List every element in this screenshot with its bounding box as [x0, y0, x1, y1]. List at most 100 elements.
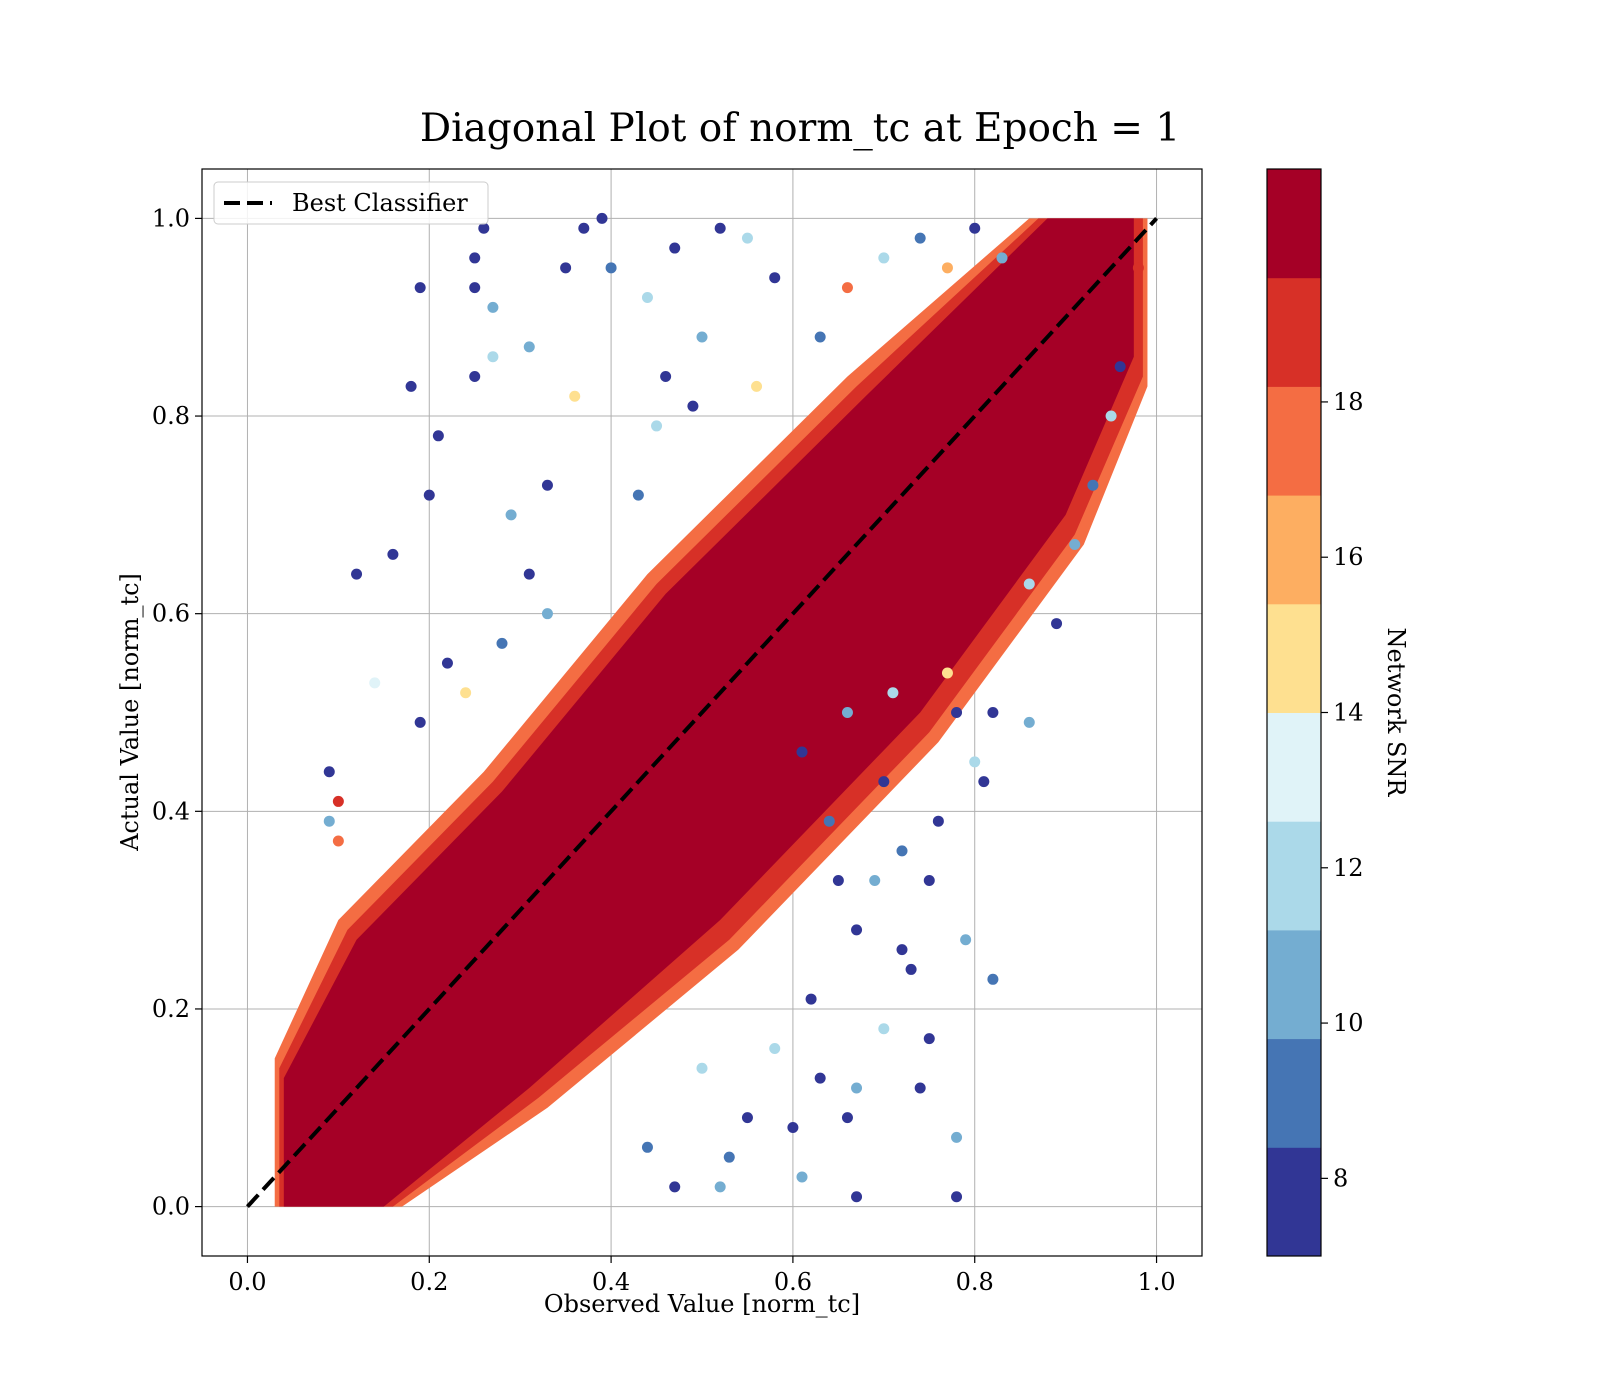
x-tick-label: 0.6 [774, 1268, 812, 1296]
scatter-point [1087, 479, 1099, 491]
scatter-point [878, 1023, 890, 1035]
scatter-point [896, 845, 908, 857]
scatter-point [541, 479, 553, 491]
x-tick-label: 1.0 [1137, 1268, 1175, 1296]
scatter-point [387, 548, 399, 560]
scatter-point [423, 489, 435, 501]
scatter-point [914, 232, 926, 244]
y-tick-label: 0.0 [152, 1193, 190, 1221]
scatter-point [951, 1191, 963, 1203]
scatter-point [914, 1082, 926, 1094]
scatter-point [887, 687, 899, 699]
scatter-point [814, 331, 826, 343]
scatter-point [951, 1131, 963, 1143]
scatter-point [460, 687, 472, 699]
scatter-point [723, 1151, 735, 1163]
scatter-point [905, 963, 917, 975]
scatter-point [414, 716, 426, 728]
scatter-point [469, 252, 481, 264]
scatter-point [641, 291, 653, 303]
scatter-point [805, 993, 817, 1005]
scatter-point [878, 252, 890, 264]
scatter-point [1132, 262, 1144, 274]
colorbar-tick-label: 10 [1333, 1009, 1364, 1037]
scatter-point [923, 874, 935, 886]
scatter-point [951, 707, 963, 718]
scatter-point [769, 1042, 781, 1054]
scatter-point [1114, 361, 1126, 373]
scatter-point [1051, 618, 1063, 630]
scatter-point [641, 1141, 653, 1153]
scatter-point [560, 262, 572, 274]
scatter-point [487, 351, 499, 363]
scatter-point [841, 1112, 853, 1124]
colorbar-tick-label: 12 [1333, 854, 1364, 882]
dense-diagonal-band [274, 218, 1148, 1207]
scatter-point [660, 371, 672, 383]
colorbar-tick-label: 18 [1333, 388, 1364, 416]
scatter-point [669, 242, 681, 254]
scatter-point [605, 262, 617, 274]
scatter-point [714, 222, 726, 234]
scatter-point [896, 944, 908, 956]
scatter-point [651, 420, 663, 432]
scatter-point [741, 1112, 753, 1124]
y-tick-label: 0.6 [152, 600, 190, 628]
scatter-point [832, 874, 844, 886]
scatter-point [751, 380, 763, 392]
colorbar-label: Network SNR [1382, 628, 1410, 798]
scatter-point [414, 282, 426, 294]
y-tick-label: 1.0 [152, 204, 190, 232]
plot-area: 0.0 0.2 0.4 0.6 0.8 1.0 0.0 0.2 0.4 0.6 0.8 1.0 [152, 168, 1203, 1296]
legend: Best Classifier [213, 181, 489, 225]
scatter-point [814, 1072, 826, 1084]
colorbar-segment [1267, 929, 1321, 1040]
scatter-point [787, 1122, 799, 1134]
colorbar-segment [1267, 1038, 1321, 1148]
x-tick-label: 0.8 [956, 1268, 994, 1296]
colorbar: 8 10 12 14 16 18 [1266, 168, 1364, 1257]
scatter-point [941, 667, 953, 679]
y-tick-label: 0.2 [152, 995, 190, 1023]
x-tick-label: 0.0 [228, 1268, 266, 1296]
scatter-point [569, 390, 581, 402]
colorbar-segment [1267, 603, 1321, 713]
scatter-point [505, 509, 517, 521]
scatter-point [332, 835, 344, 847]
x-axis-label: Observed Value [norm_tc] [544, 1290, 860, 1318]
scatter-point [469, 282, 481, 294]
scatter-point [987, 707, 999, 718]
colorbar-segment [1267, 712, 1321, 822]
scatter-point [823, 815, 835, 827]
colorbar-segment [1267, 169, 1321, 279]
y-tick-label: 0.8 [152, 402, 190, 430]
scatter-point [869, 874, 881, 886]
scatter-point [441, 657, 453, 669]
y-axis-label: Actual Value [norm_tc] [116, 573, 144, 852]
scatter-point [987, 973, 999, 985]
scatter-point [369, 677, 381, 689]
scatter-point [323, 766, 335, 778]
scatter-point [432, 430, 444, 442]
scatter-point [978, 776, 990, 788]
scatter-point [1069, 539, 1081, 551]
scatter-point [351, 568, 363, 580]
scatter-point [878, 776, 890, 788]
scatter-point [696, 331, 708, 343]
scatter-point [487, 301, 499, 313]
scatter-point [496, 637, 508, 649]
scatter-points [323, 212, 1144, 1203]
scatter-point [696, 1062, 708, 1074]
scatter-point [841, 282, 853, 294]
scatter-point [969, 756, 981, 768]
scatter-point [796, 1171, 808, 1183]
plot-frame [201, 168, 1203, 1257]
scatter-point [669, 1181, 681, 1193]
scatter-point [851, 1082, 863, 1094]
colorbar-tick-label: 8 [1333, 1164, 1348, 1192]
scatter-point [578, 222, 590, 234]
scatter-point [796, 746, 808, 758]
scatter-point [1105, 410, 1117, 422]
scatter-point [332, 795, 344, 807]
colorbar-segment [1267, 495, 1321, 605]
